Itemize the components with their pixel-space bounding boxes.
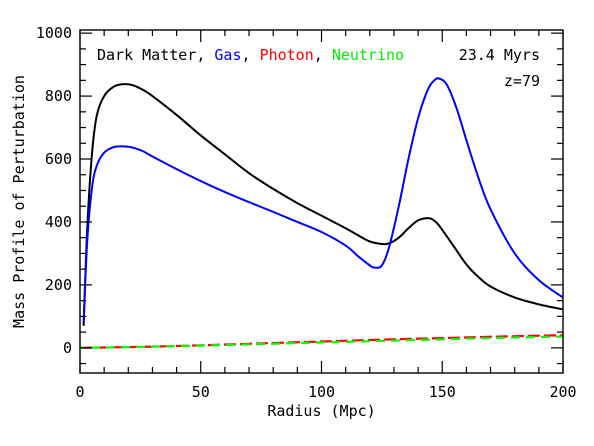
- series-line-dark-matter: [82, 83, 564, 326]
- y-tick-label: 0: [63, 339, 72, 357]
- legend-neutrino: Neutrino: [332, 46, 404, 64]
- x-tick-label: 150: [429, 383, 456, 401]
- x-axis-title: Radius (Mpc): [267, 402, 375, 420]
- series-line-gas: [82, 77, 564, 323]
- legend: Dark Matter, Gas, Photon, Neutrino: [97, 46, 404, 64]
- y-tick-label: 600: [45, 150, 72, 168]
- tick-labels: 0 50 100 150 200 0 200 400 600 800 1000: [36, 24, 577, 401]
- legend-gas: Gas: [214, 46, 241, 64]
- legend-dark-matter: Dark Matter: [97, 46, 196, 64]
- plot-frame: [79, 29, 564, 374]
- legend-photon: Photon: [260, 46, 314, 64]
- y-axis-title: Mass Profile of Perturbation: [10, 75, 28, 328]
- y-tick-label: 800: [45, 87, 72, 105]
- x-tick-label: 100: [308, 383, 335, 401]
- y-tick-label: 1000: [36, 24, 72, 42]
- plot-lines: [79, 77, 564, 349]
- time-annotation: 23.4 Myrs: [459, 46, 540, 64]
- y-tick-label: 200: [45, 276, 72, 294]
- x-tick-label: 50: [192, 383, 210, 401]
- x-tick-label: 0: [75, 383, 84, 401]
- series-line-neutrino: [79, 335, 564, 349]
- redshift-annotation: z=79: [504, 72, 540, 90]
- x-tick-label: 200: [549, 383, 576, 401]
- y-tick-label: 400: [45, 213, 72, 231]
